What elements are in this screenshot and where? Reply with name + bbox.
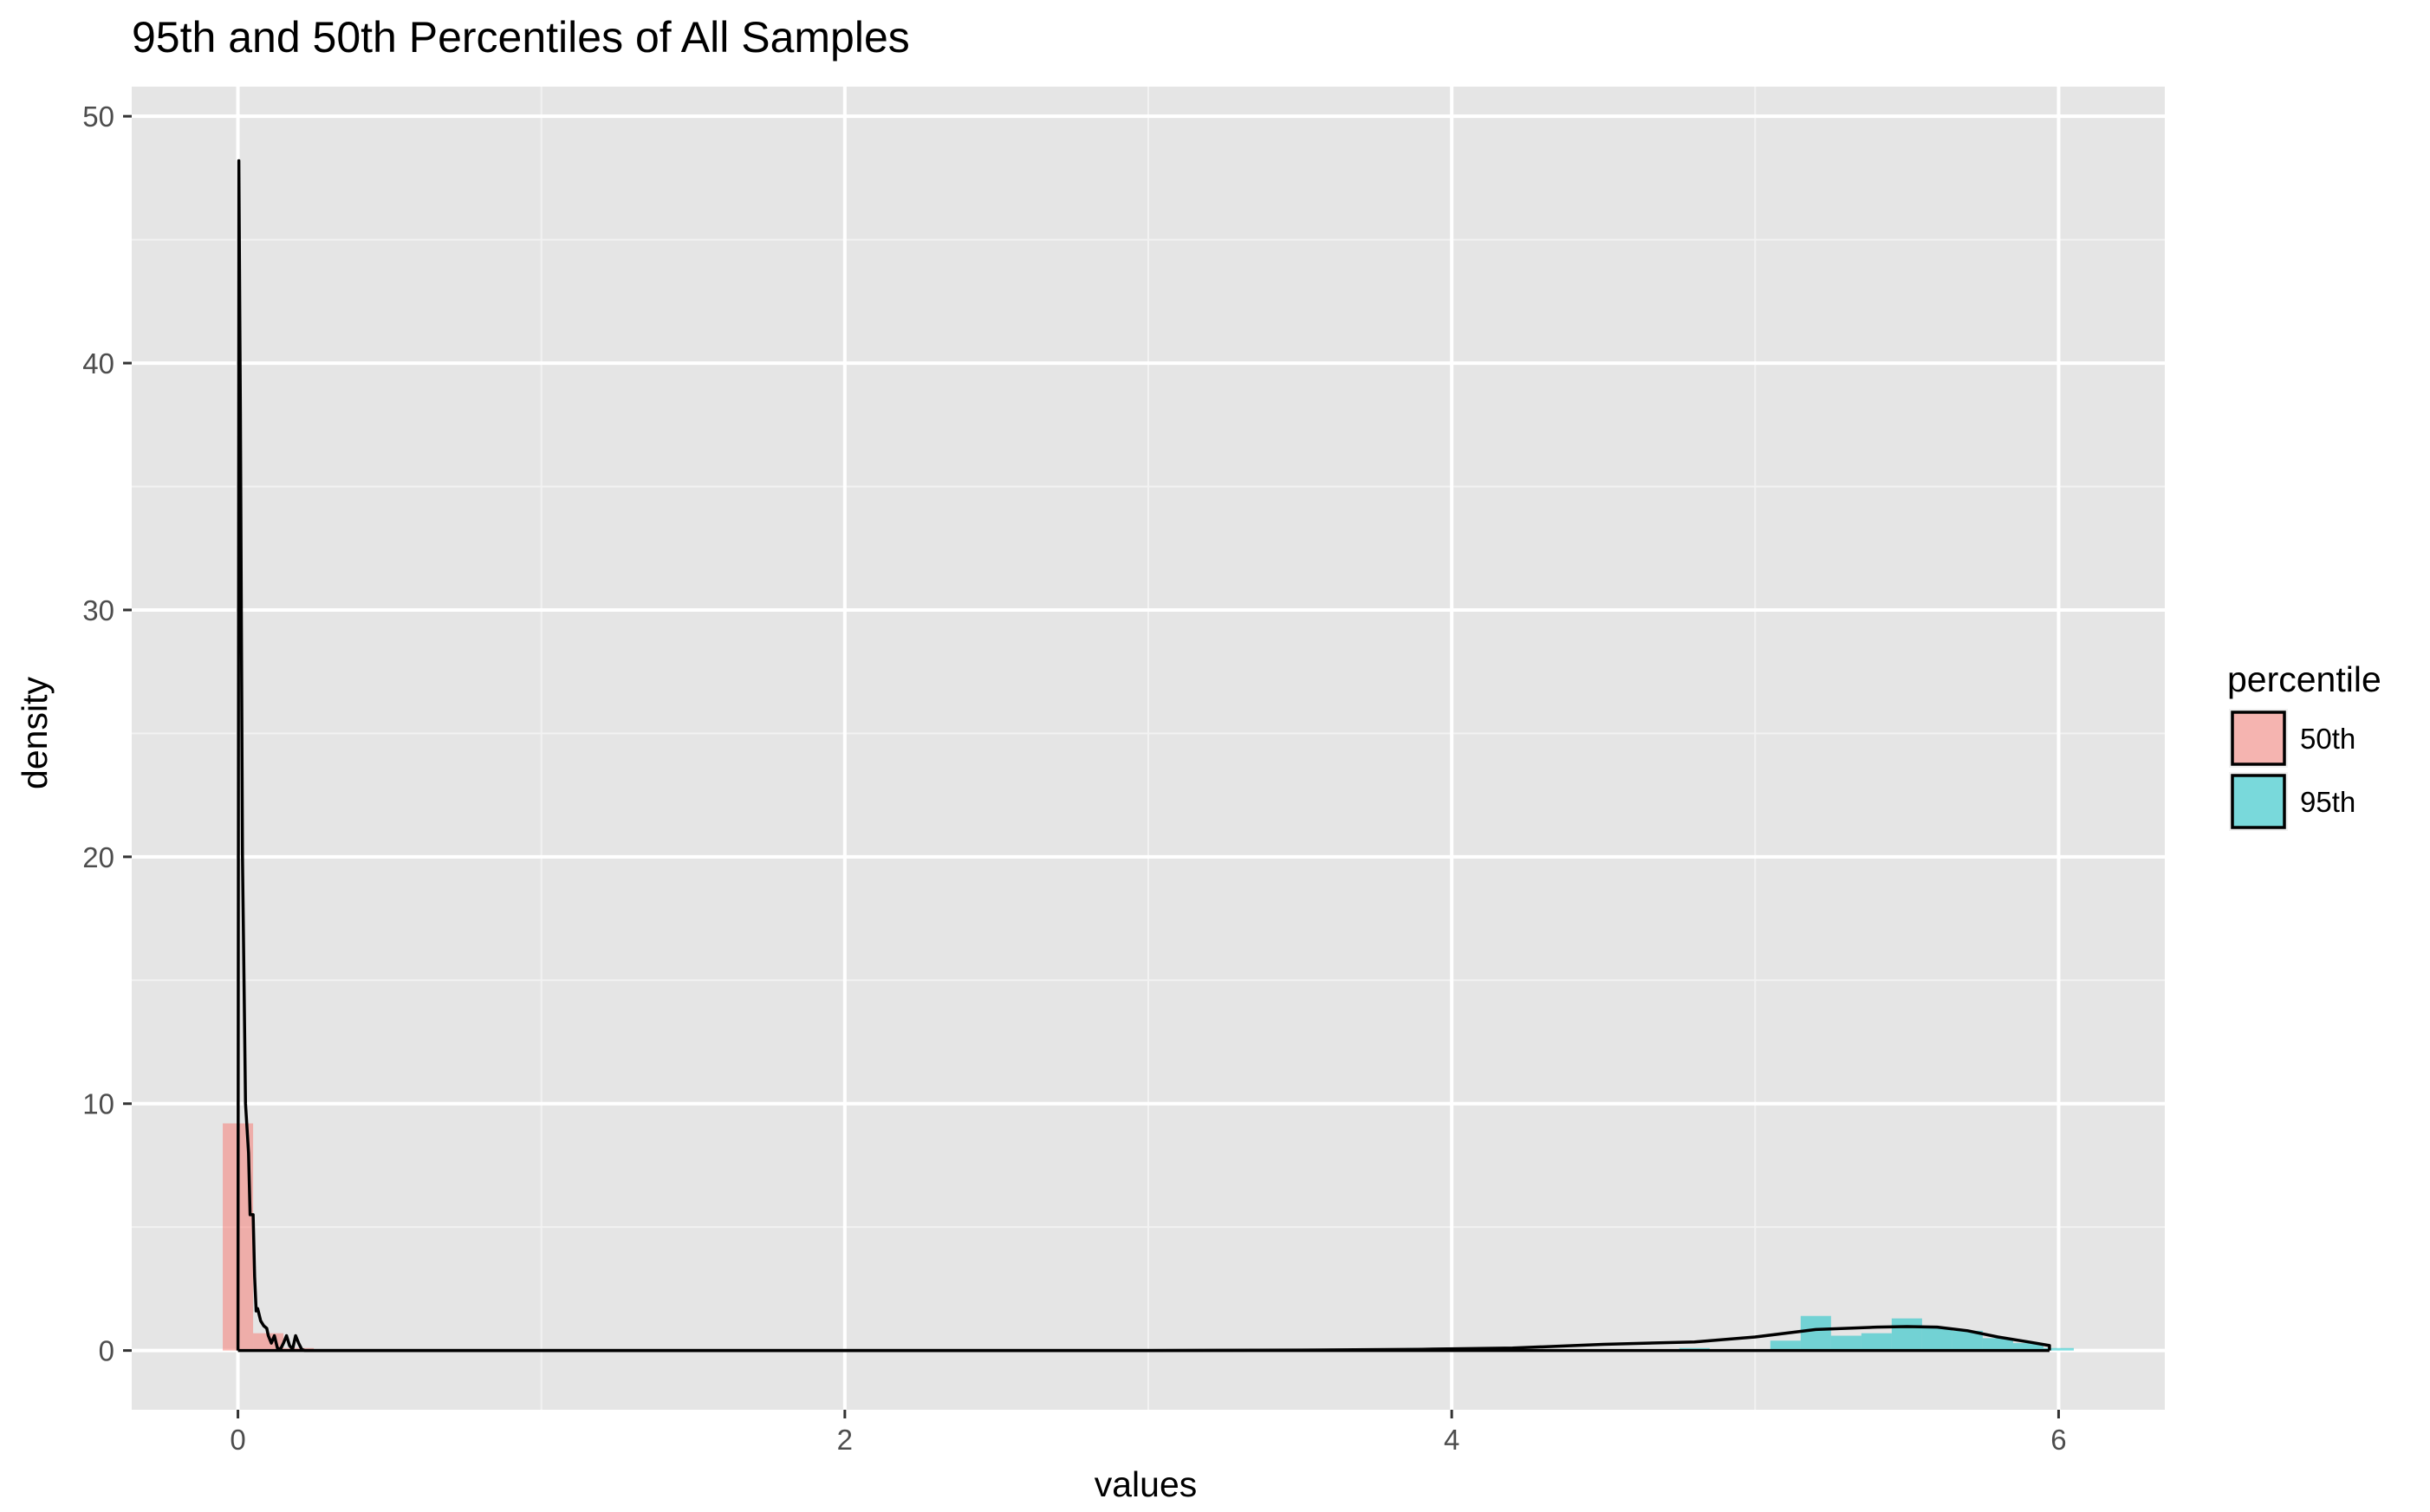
x-tick-label: 0 [230,1424,245,1456]
histogram-bar-95th [1800,1315,1831,1351]
y-tick-label: 40 [82,347,114,380]
legend-swatch-95th [2231,774,2286,829]
x-axis-title: values [1095,1464,1198,1504]
y-axis-title: density [15,677,55,789]
histogram-bar-95th [1982,1338,2013,1351]
histogram-bar-95th [1770,1340,1801,1351]
x-tick-label: 4 [1444,1424,1459,1456]
histogram-bar-95th [2043,1347,2074,1351]
legend-label-95th: 95th [2300,786,2355,818]
histogram-bar-95th [1891,1318,1922,1351]
histogram-bar-95th [1952,1330,1983,1351]
density-curve-50th [236,159,2050,1353]
legend: percentile 50th 95th [2227,659,2381,831]
legend-label-50th: 50th [2300,723,2355,755]
x-tick-label: 6 [2050,1424,2066,1456]
histogram-bar-95th [1921,1327,1952,1351]
y-tick-label: 50 [82,101,114,133]
histogram-bar-95th [1830,1335,1861,1351]
legend-title: percentile [2227,659,2381,699]
histogram-bar-95th [2012,1343,2043,1351]
chart-title: 95th and 50th Percentiles of All Samples [132,13,910,62]
y-tick-label: 10 [82,1088,114,1120]
density-curves [236,159,2051,1353]
y-tick-label: 20 [82,841,114,873]
legend-swatch-50th [2231,711,2286,766]
y-tick-label: 0 [99,1335,114,1367]
axes: 0 2 4 6 0 10 20 30 40 50 [82,101,2066,1456]
x-tick-label: 2 [837,1424,853,1456]
density-curve-95th [237,1325,2051,1353]
histogram-bar-95th [1861,1333,1892,1351]
minor-gridlines [132,87,2165,1410]
y-tick-label: 30 [82,594,114,626]
